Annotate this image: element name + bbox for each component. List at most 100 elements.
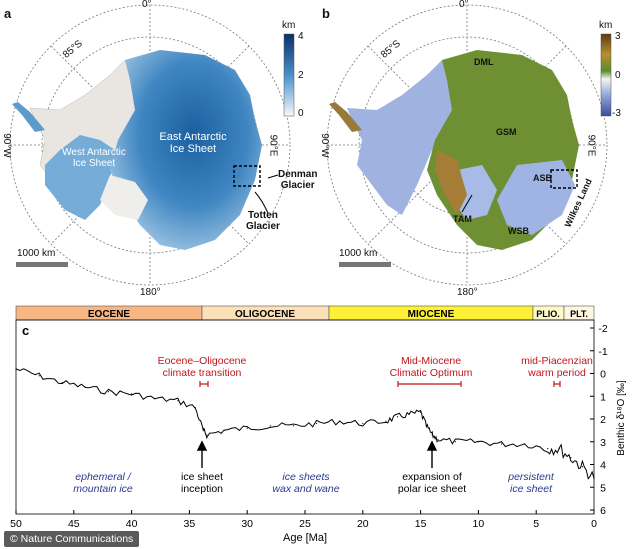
ross-shelf-shape (100, 175, 148, 220)
data-point (131, 393, 133, 395)
west-ice-sheet-shape (45, 135, 115, 220)
x-tick-label: 30 (241, 518, 253, 530)
regime-ephemeral-line1: ephemeral / (75, 471, 132, 483)
scalebar-b-label: 1000 km (339, 248, 378, 259)
scalebar-a-label: 1000 km (17, 248, 56, 259)
epoch-bar: EOCENE OLIGOCENE MIOCENE PLIO. PLT. (15, 305, 595, 321)
panel-a-map (9, 4, 295, 286)
west-bed-shape (347, 60, 457, 215)
panel-a-bottom-lon: 180° (140, 287, 161, 298)
event-mpwp-line2: warm period (527, 367, 586, 379)
data-point (315, 422, 318, 425)
x-tick-label: 0 (591, 518, 597, 530)
tam-arrow (461, 194, 473, 213)
asb-box (550, 169, 578, 189)
x-tick-label: 40 (126, 518, 138, 530)
epoch-label: OLIGOCENE (235, 309, 295, 320)
data-point (437, 438, 439, 441)
panel-b-right-lon: 90°E (585, 134, 597, 157)
panel-a-left-lon: 90°W (0, 133, 12, 158)
data-point (558, 447, 560, 450)
data-point (84, 386, 86, 388)
label-gsm: GSM (496, 127, 517, 137)
data-point (194, 407, 196, 409)
data-point (223, 429, 225, 431)
series-points (15, 368, 595, 479)
data-point (61, 382, 63, 384)
basin-shape (497, 160, 575, 235)
data-point (107, 391, 110, 393)
arrow-inception-line1: ice sheet (181, 471, 223, 483)
y-tick-label: 2 (600, 414, 606, 426)
x-tick-label: 15 (415, 518, 427, 530)
x-axis-label: Age [Ma] (283, 532, 327, 544)
data-point (547, 447, 549, 450)
denman-arrow (267, 174, 279, 179)
regime-ephemeral-line2: mountain ice (73, 483, 133, 495)
label-denman: Denman Glacier (278, 169, 318, 191)
x-axis: 50 45 40 35 30 25 20 15 10 5 0 (10, 510, 597, 530)
colorbar-a-unit: km (282, 20, 296, 31)
data-point (339, 420, 341, 422)
colorbar-b-tick: 0 (615, 70, 621, 81)
x-tick-label: 45 (68, 518, 80, 530)
data-point (408, 413, 410, 416)
panel-b-letter: b (322, 6, 330, 21)
data-point (500, 443, 503, 445)
scalebar-b (339, 262, 391, 267)
data-point (154, 397, 156, 400)
regime-persistent-line1: persistent (507, 471, 555, 483)
colorbar-b-unit: km (599, 20, 613, 31)
panel-a-top-lon: 0° (142, 0, 152, 10)
label-asb: ASB (533, 173, 553, 183)
scalebar-a (16, 262, 68, 267)
arrows (196, 440, 438, 468)
colorbar-a-tick: 2 (298, 70, 304, 81)
east-bed-shape (427, 50, 579, 250)
data-point (425, 425, 427, 427)
epoch-label: PLT. (570, 309, 588, 319)
arrow-inception-line2: inception (181, 483, 223, 495)
arrow-expansion-line2: polar ice sheet (398, 483, 466, 495)
event-eot-line2: climate transition (163, 367, 242, 379)
data-point (269, 425, 271, 427)
y-tick-label: 0 (600, 369, 606, 381)
panel-b-map (326, 4, 612, 286)
data-point (206, 434, 208, 436)
y-tick-label: 5 (600, 482, 606, 494)
event-mmco-line1: Mid-Miocene (401, 355, 461, 367)
event-mmco-line2: Climatic Optimum (390, 367, 473, 379)
x-tick-label: 5 (533, 518, 539, 530)
label-totten: Totten Glacier (246, 210, 280, 232)
x-tick-label: 50 (10, 518, 22, 530)
panel-b-bottom-lon: 180° (457, 287, 478, 298)
x-tick-label: 20 (357, 518, 369, 530)
data-point (38, 375, 40, 377)
data-point (593, 477, 595, 479)
label-east-antarctic: East Antarctic Ice Sheet (159, 131, 227, 155)
event-eot-line1: Eocene–Oligocene (158, 355, 247, 367)
colorbar-b (600, 33, 612, 117)
y-tick-label: 3 (600, 437, 606, 449)
data-point (524, 443, 526, 445)
y-axis: -2 -1 0 1 2 3 4 5 6 (590, 323, 608, 517)
x-tick-label: 10 (473, 518, 485, 530)
colorbar-b-tick: -3 (612, 108, 621, 119)
arrow-expansion-line1: expansion of (402, 471, 462, 483)
data-point (420, 411, 422, 413)
panel-c-chart: EOCENE OLIGOCENE MIOCENE PLIO. PLT. c 50… (10, 305, 627, 544)
y-tick-label: 1 (600, 391, 606, 403)
data-point (177, 400, 179, 402)
label-wsb: WSB (508, 226, 529, 236)
event-annotations: Eocene–Oligocene climate transition Mid-… (158, 355, 593, 387)
data-point (362, 422, 364, 425)
panel-a-right-lon: 90°E (267, 134, 279, 157)
y-tick-label: 6 (600, 505, 606, 517)
data-point (477, 441, 479, 443)
regime-wax-line2: wax and wane (272, 483, 339, 495)
peninsula-bed-shape (329, 102, 362, 132)
peninsula-shape (12, 102, 45, 132)
regime-wax-line1: ice sheets (282, 471, 330, 483)
x-tick-label: 35 (184, 518, 196, 530)
data-point (385, 420, 387, 422)
